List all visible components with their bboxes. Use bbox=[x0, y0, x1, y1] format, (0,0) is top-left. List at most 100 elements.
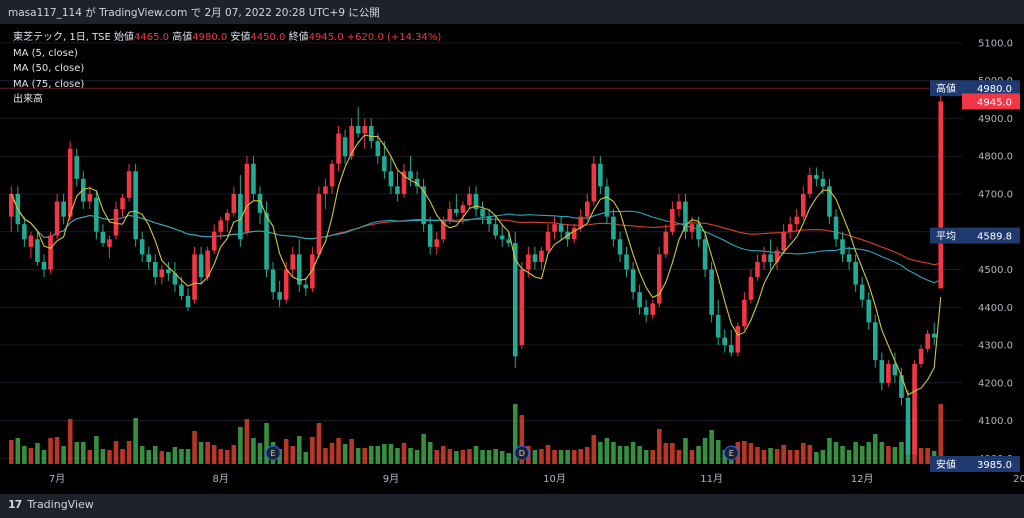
candle-body bbox=[499, 235, 505, 240]
tradingview-name: TradingView bbox=[27, 498, 94, 511]
time-axis: 7月8月9月10月11月12月20222月 bbox=[49, 473, 1024, 485]
volume-bar bbox=[591, 435, 597, 464]
volume-bar bbox=[440, 446, 446, 464]
volume-bar bbox=[120, 449, 125, 464]
volume-bar bbox=[395, 448, 400, 464]
candle-body bbox=[198, 254, 204, 278]
candle-body bbox=[742, 299, 747, 327]
ma5-path bbox=[10, 134, 942, 396]
volume-bar bbox=[473, 446, 479, 464]
candle-body bbox=[761, 254, 767, 262]
candle-body bbox=[591, 163, 597, 202]
legend-ma75[interactable]: MA (75, close) bbox=[13, 78, 85, 90]
candle-body bbox=[722, 337, 728, 346]
volume-bar bbox=[211, 445, 217, 464]
volume-bar bbox=[637, 446, 642, 464]
candle-body bbox=[768, 254, 773, 262]
candle-body bbox=[630, 269, 636, 293]
event-marker-text: D bbox=[519, 449, 525, 458]
tradingview-mark-icon: 17 bbox=[8, 498, 22, 511]
volume-bar bbox=[879, 442, 885, 464]
volume-bar bbox=[545, 445, 551, 464]
candle-body bbox=[401, 171, 407, 194]
candle-body bbox=[506, 239, 512, 244]
volume-bar bbox=[833, 442, 839, 464]
candle-body bbox=[362, 125, 368, 134]
volume-bar bbox=[925, 448, 930, 464]
volume-bar bbox=[244, 419, 250, 464]
volume-bar bbox=[218, 449, 224, 464]
candle-body bbox=[336, 133, 341, 164]
volume-bar bbox=[126, 441, 132, 464]
candle-body bbox=[676, 201, 682, 210]
publish-text: masa117_114 が TradingView.com で 2月 07, 2… bbox=[8, 7, 380, 19]
volume-bar bbox=[742, 441, 747, 464]
volume-bar bbox=[61, 446, 66, 464]
volume-bar bbox=[755, 447, 760, 464]
volume-bar bbox=[696, 446, 701, 464]
price-label-box bbox=[962, 227, 1020, 244]
candle-body bbox=[493, 224, 498, 236]
candle-body bbox=[22, 224, 27, 240]
price-tick-label: 4200.0 bbox=[978, 378, 1013, 389]
volume-bar bbox=[519, 415, 525, 464]
volume-bar bbox=[421, 434, 426, 464]
candle-body bbox=[702, 239, 708, 270]
volume-bar bbox=[349, 439, 354, 464]
volume-bar bbox=[146, 450, 152, 464]
event-marker-text: E bbox=[729, 449, 734, 458]
volume-bar bbox=[94, 436, 99, 464]
chart-area[interactable] bbox=[0, 24, 1024, 494]
candle-body bbox=[408, 171, 413, 179]
candle-body bbox=[224, 212, 230, 221]
volume-bar bbox=[656, 429, 662, 464]
candle-body bbox=[814, 175, 819, 179]
price-label-box bbox=[962, 80, 1020, 97]
volume-bar bbox=[133, 418, 138, 464]
volume-bar bbox=[35, 443, 40, 464]
volume-bar bbox=[179, 449, 184, 464]
candle-body bbox=[94, 197, 99, 232]
price-chart[interactable]: EDE 4000.04100.04200.04300.04400.04500.0… bbox=[0, 24, 1024, 494]
volume-bar bbox=[231, 445, 237, 464]
volume-bar bbox=[630, 442, 636, 464]
candle-body bbox=[840, 239, 845, 255]
candle-body bbox=[296, 254, 302, 285]
time-tick-label: 7月 bbox=[49, 473, 65, 485]
legend-ma5[interactable]: MA (5, close) bbox=[13, 47, 78, 59]
time-tick-label: 12月 bbox=[851, 473, 874, 485]
volume-bar bbox=[866, 442, 872, 464]
candle-body bbox=[905, 397, 911, 455]
volume-bar bbox=[467, 449, 472, 464]
volume-bar bbox=[794, 450, 800, 464]
price-tick-label: 4900.0 bbox=[978, 114, 1013, 125]
volume-bar bbox=[290, 446, 296, 464]
candle-body bbox=[480, 209, 485, 217]
volume-bar bbox=[499, 451, 505, 464]
volume-bar bbox=[748, 443, 754, 464]
volume-bar bbox=[676, 450, 682, 464]
candle-body bbox=[100, 231, 106, 244]
price-labels: 高値 4980.0 4945.0 平均 4589.8 安値 3985.0 bbox=[0, 80, 1020, 472]
tradingview-logo[interactable]: 17 TradingView bbox=[8, 498, 94, 511]
volume-bar bbox=[15, 438, 21, 464]
candle-body bbox=[604, 186, 610, 217]
volume-bar bbox=[460, 450, 466, 464]
candle-body bbox=[388, 171, 394, 187]
legend-volume[interactable]: 出来高 bbox=[13, 94, 43, 105]
candle-body bbox=[611, 216, 616, 240]
legend-ma50[interactable]: MA (50, close) bbox=[13, 63, 85, 74]
candle-body bbox=[833, 216, 839, 240]
volume-bar bbox=[408, 448, 413, 464]
candle-body bbox=[421, 186, 426, 225]
candle-body bbox=[257, 193, 263, 213]
volume-bar bbox=[107, 450, 112, 464]
candle-body bbox=[617, 239, 623, 255]
volume-bar bbox=[303, 452, 309, 464]
volume-bar bbox=[827, 438, 832, 464]
volume-bar bbox=[558, 450, 564, 464]
volume-bar bbox=[820, 450, 826, 464]
candle-body bbox=[683, 201, 688, 232]
candle-body bbox=[28, 235, 34, 247]
candle-body bbox=[598, 163, 603, 187]
